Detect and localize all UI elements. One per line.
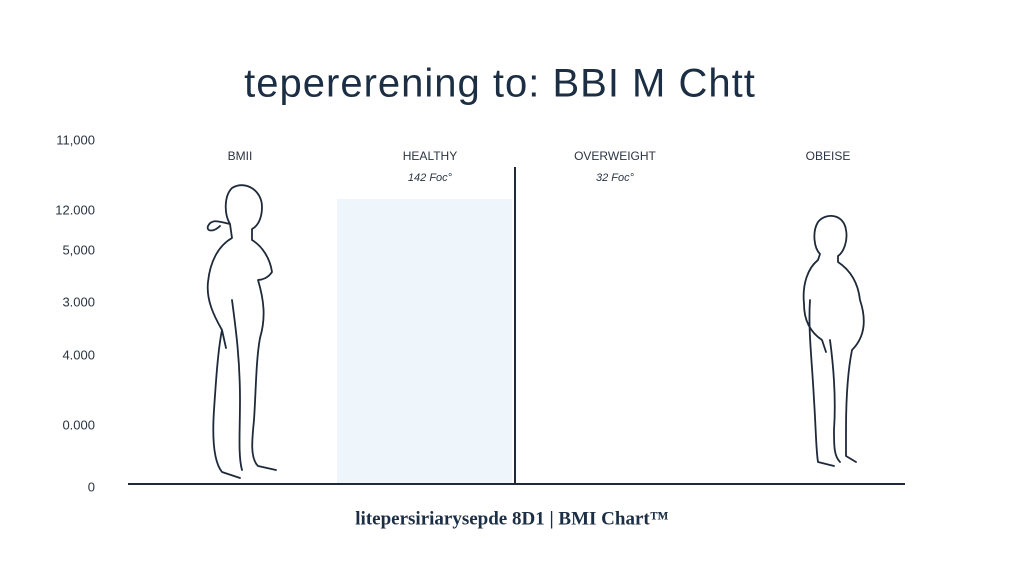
footer: litepersiriarysepde 8D1 | BMI Chart™	[355, 508, 668, 529]
figure-man	[802, 215, 865, 467]
column-sublabel: 142 Foc°	[408, 172, 453, 184]
y-label: 5,000	[62, 242, 95, 257]
column-label: OVERWEIGHT	[574, 149, 656, 163]
column-label: BMII	[228, 149, 253, 163]
y-label: 12.000	[55, 202, 95, 217]
y-label: 3.000	[62, 294, 95, 309]
y-label: 0.000	[62, 417, 95, 432]
column-label: OBEISE	[806, 149, 851, 163]
y-label: 0	[88, 479, 95, 494]
column-sublabel: 32 Foc°	[596, 172, 635, 184]
healthy-band	[337, 199, 512, 484]
column-label: HEALTHY	[403, 149, 457, 163]
figure-woman	[206, 184, 277, 479]
y-label: 4.000	[62, 347, 95, 362]
y-label: 11,000	[56, 132, 95, 147]
title: tepererening to: BBI M Chtt	[244, 62, 756, 106]
